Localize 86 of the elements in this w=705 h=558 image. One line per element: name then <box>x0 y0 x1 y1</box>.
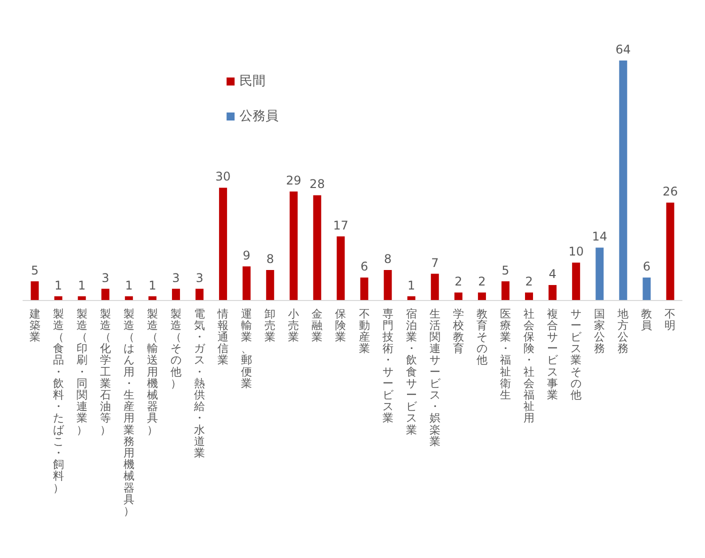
data-label: 1 <box>408 278 416 292</box>
x-tick-label: 運輸業、郵便業 <box>241 307 252 390</box>
bar <box>196 288 204 300</box>
data-label: 4 <box>548 267 556 282</box>
data-label: 29 <box>286 173 302 188</box>
bar <box>266 270 274 300</box>
bar <box>430 274 439 300</box>
x-tick-label: 卸売業 <box>264 307 276 344</box>
bar <box>360 278 368 300</box>
data-label: 2 <box>478 274 486 289</box>
data-label: 2 <box>454 274 462 289</box>
bar <box>596 248 604 300</box>
bar <box>101 288 110 300</box>
data-label: 1 <box>54 278 62 292</box>
category-label: 宿泊業・飲食サービス業 <box>406 307 417 436</box>
x-tick-label: 学校教育 <box>452 307 464 356</box>
bar <box>290 191 298 300</box>
data-label: 5 <box>30 263 39 278</box>
bar <box>124 296 133 300</box>
x-tick-label: 医療業・福祉衛生 <box>500 307 511 402</box>
category-label: 製造（はん用・生産用業務用機械器具） <box>123 307 134 518</box>
data-label: 8 <box>384 252 392 266</box>
data-label: 3 <box>102 270 110 285</box>
x-tick-label: 国家公務 <box>594 307 606 356</box>
category-label: 製造（化学工業石油等） <box>100 307 111 436</box>
data-label: 17 <box>333 218 348 232</box>
bar <box>172 288 180 300</box>
data-label: 8 <box>266 252 274 266</box>
x-tick-label: 地方公務 <box>616 307 629 356</box>
data-label: 26 <box>662 184 678 199</box>
bar <box>572 262 580 300</box>
bar <box>30 281 39 300</box>
data-label: 10 <box>568 244 584 259</box>
category-label: 製造（食品・飲料・たばこ・飼料） <box>52 307 64 494</box>
legend-label: 民間 <box>240 74 266 89</box>
category-label: 社会保険・社会福祉用 <box>524 307 535 425</box>
x-tick-label: 教育その他 <box>476 307 488 367</box>
data-label: 9 <box>242 248 250 262</box>
bar <box>619 60 628 300</box>
x-tick-label: サービス業その他 <box>570 307 583 402</box>
data-label: 3 <box>172 270 180 285</box>
x-tick-label: 保険業 <box>335 307 346 344</box>
bar <box>548 285 557 300</box>
category-label: 製造（印刷・同関連業） <box>76 307 88 436</box>
data-label: 1 <box>125 278 133 292</box>
bar <box>313 195 322 300</box>
x-tick-label: 製造（その他） <box>170 307 182 390</box>
bar <box>525 292 534 300</box>
bar <box>407 296 416 300</box>
category-label: 電気・ガス・熱供給・水道業 <box>194 307 206 460</box>
data-label: 64 <box>616 42 631 56</box>
x-tick-label: 教員 <box>641 307 652 332</box>
bar <box>454 292 462 300</box>
bar <box>78 296 86 300</box>
bar <box>54 296 62 300</box>
bar <box>478 292 486 300</box>
data-label: 6 <box>360 260 368 274</box>
bar <box>242 266 251 300</box>
data-label: 1 <box>78 278 86 292</box>
data-label: 6 <box>642 260 651 274</box>
category-label: 専門技術・サービス業 <box>382 307 394 425</box>
bar <box>642 278 651 300</box>
x-tick-label: 建築業 <box>28 307 40 344</box>
x-tick-label: 情報通信業 <box>216 307 229 367</box>
data-label: 3 <box>196 270 204 285</box>
x-tick-label: 不動産業 <box>358 307 370 356</box>
category-label: 製造（輸送用機械器具） <box>146 307 158 436</box>
bar <box>336 236 345 300</box>
data-label: 14 <box>592 230 608 244</box>
category-label: 生活関連サービス・娯楽業 <box>429 307 440 448</box>
x-tick-label: 金融業 <box>312 307 323 344</box>
x-tick-label: 不明 <box>664 307 676 332</box>
bar <box>384 270 392 300</box>
bar <box>219 188 228 300</box>
bar <box>501 281 510 300</box>
data-label: 5 <box>502 263 510 278</box>
data-label: 30 <box>215 170 231 184</box>
legend-label: 公務員 <box>240 109 279 124</box>
data-label: 2 <box>525 274 533 289</box>
x-tick-label: 複合サービス事業 <box>547 307 560 402</box>
bar <box>148 296 156 300</box>
data-label: 1 <box>148 278 156 292</box>
data-label: 28 <box>310 177 325 192</box>
bar <box>666 202 674 300</box>
x-tick-label: 小売業 <box>288 307 300 344</box>
data-label: 7 <box>431 256 439 270</box>
